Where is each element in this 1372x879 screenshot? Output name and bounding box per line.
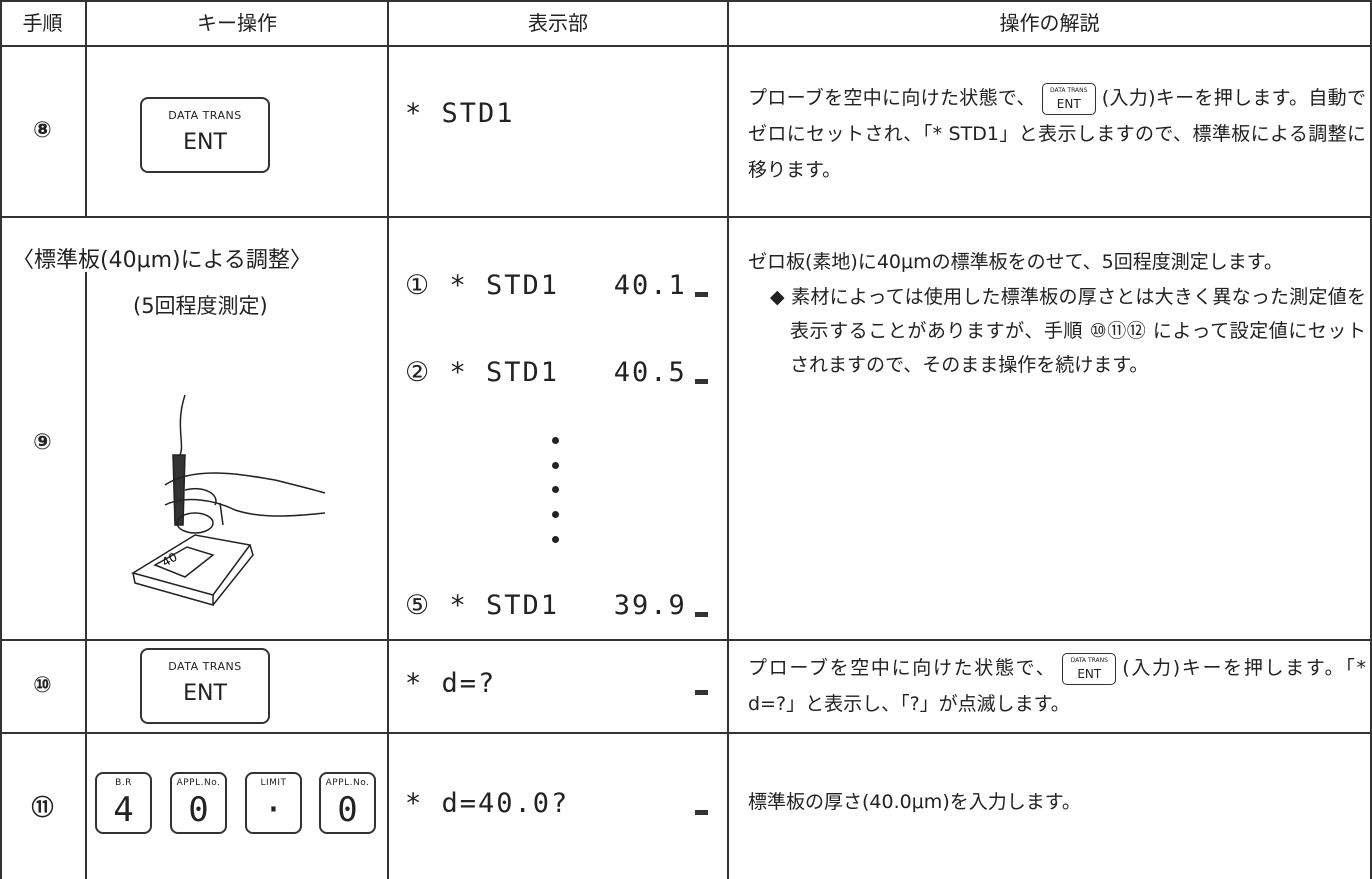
explanation: プローブを空中に向けた状態で、 DATA TRANS ENT (入力)キーを押します。… [748, 80, 1366, 188]
step-number: ⑧ [33, 118, 52, 143]
key-label: APPL.No. [176, 778, 221, 788]
text: プローブを空中に向けた状態で、 [748, 87, 1036, 109]
key: LIMIT · [245, 772, 302, 834]
text: プローブを空中に向けた状態で、 [748, 657, 1057, 679]
dot [552, 536, 559, 543]
key-main: 4 [113, 790, 134, 830]
border [387, 0, 389, 879]
display-text: ② * STD1 40.5 [405, 357, 687, 388]
header-cell: キー操作 [197, 11, 277, 35]
key: APPL.No. 0 [170, 772, 227, 834]
key: B.R 4 [95, 772, 152, 834]
key-label: APPL.No. [325, 778, 370, 788]
cursor [695, 810, 708, 815]
note: ◆ 素材によっては使用した標準板の厚さとは大きく異なった測定値を表示することがあ… [770, 286, 1366, 376]
header-cell: 手順 [22, 11, 63, 35]
text: ゼロ板(素地)に40μmの標準板をのせて、5回程度測定します。 [748, 251, 1283, 273]
explanation: プローブを空中に向けた状態で、 DATA TRANS ENT (入力)キーを押します。… [748, 650, 1366, 722]
explanation: ゼロ板(素地)に40μmの標準板をのせて、5回程度測定します。 ◆ 素材によって… [748, 244, 1366, 382]
dot [552, 486, 559, 493]
key: DATA TRANS ENT [140, 648, 270, 724]
border [0, 216, 1372, 218]
cursor [695, 612, 708, 617]
key-label: DATA TRANS [168, 660, 242, 673]
dot [552, 511, 559, 518]
key-label: DATA TRANS [168, 109, 242, 122]
inline-key: DATA TRANS ENT [1041, 82, 1096, 115]
key-label: LIMIT [260, 778, 287, 788]
key: DATA TRANS ENT [140, 97, 270, 173]
key: APPL.No. 0 [319, 772, 376, 834]
header-cell: 操作の解説 [999, 11, 1100, 35]
header-cell: 表示部 [528, 11, 588, 35]
border [0, 0, 1372, 2]
border [727, 0, 729, 879]
display-text: ⑤ * STD1 39.9 [405, 590, 687, 621]
step-number: ⑪ [31, 796, 54, 821]
key-main: ENT [183, 130, 227, 155]
plate-label: 40 [160, 550, 180, 570]
cursor [695, 292, 708, 297]
key-main: ENT [1077, 666, 1102, 681]
section-subtitle: (5回程度測定) [133, 294, 268, 318]
step-number: ⑨ [33, 430, 52, 455]
display-text: * STD1 [405, 98, 515, 129]
border [0, 732, 1372, 734]
explanation: 標準板の厚さ(40.0μm)を入力します。 [748, 791, 1081, 813]
key-main: ENT [183, 681, 227, 706]
illustration: 40 [131, 395, 326, 606]
text: (入力)キーを押します。「* d=?」と表示し、「?」が点滅します。 [748, 657, 1366, 715]
border [1370, 0, 1372, 879]
cursor [695, 379, 708, 384]
border [85, 0, 87, 217]
key-label: DATA TRANS [1070, 656, 1108, 664]
text: (入力)キーを押します。自動でゼロにセットされ、「* STD1」と表示しますので… [748, 87, 1366, 181]
key-label: B.R [115, 778, 132, 788]
border [0, 45, 1372, 47]
key-main: ENT [1056, 96, 1081, 111]
border [0, 639, 1372, 641]
border [85, 272, 87, 879]
inline-key: DATA TRANS ENT [1062, 652, 1117, 685]
dot [552, 437, 559, 444]
cursor [695, 690, 708, 695]
section-title: 〈標準板(40μm)による調整〉 [12, 248, 312, 273]
key-main: 0 [188, 790, 209, 830]
key-main: · [263, 790, 284, 830]
border [0, 0, 2, 879]
key-label: DATA TRANS [1050, 86, 1088, 94]
display-text: ① * STD1 40.1 [405, 270, 687, 301]
dot [552, 462, 559, 469]
display-text: * d=? [405, 668, 497, 699]
display-text: * d=40.0? [405, 788, 570, 819]
key-main: 0 [337, 790, 358, 830]
step-number: ⑩ [33, 673, 52, 698]
